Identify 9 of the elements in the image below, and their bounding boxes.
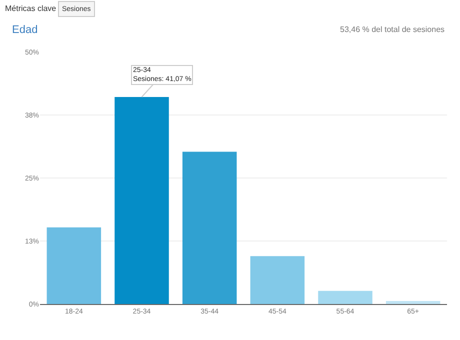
chart-subtitle: 53,46 % del total de sesiones [340,25,445,34]
bar [46,227,102,304]
text: Métricas clave [5,4,57,13]
bar [114,97,169,304]
bar [182,152,237,304]
bar [318,290,372,304]
bar [250,256,305,304]
chart-title: Edad [12,24,38,36]
bar [386,300,440,304]
